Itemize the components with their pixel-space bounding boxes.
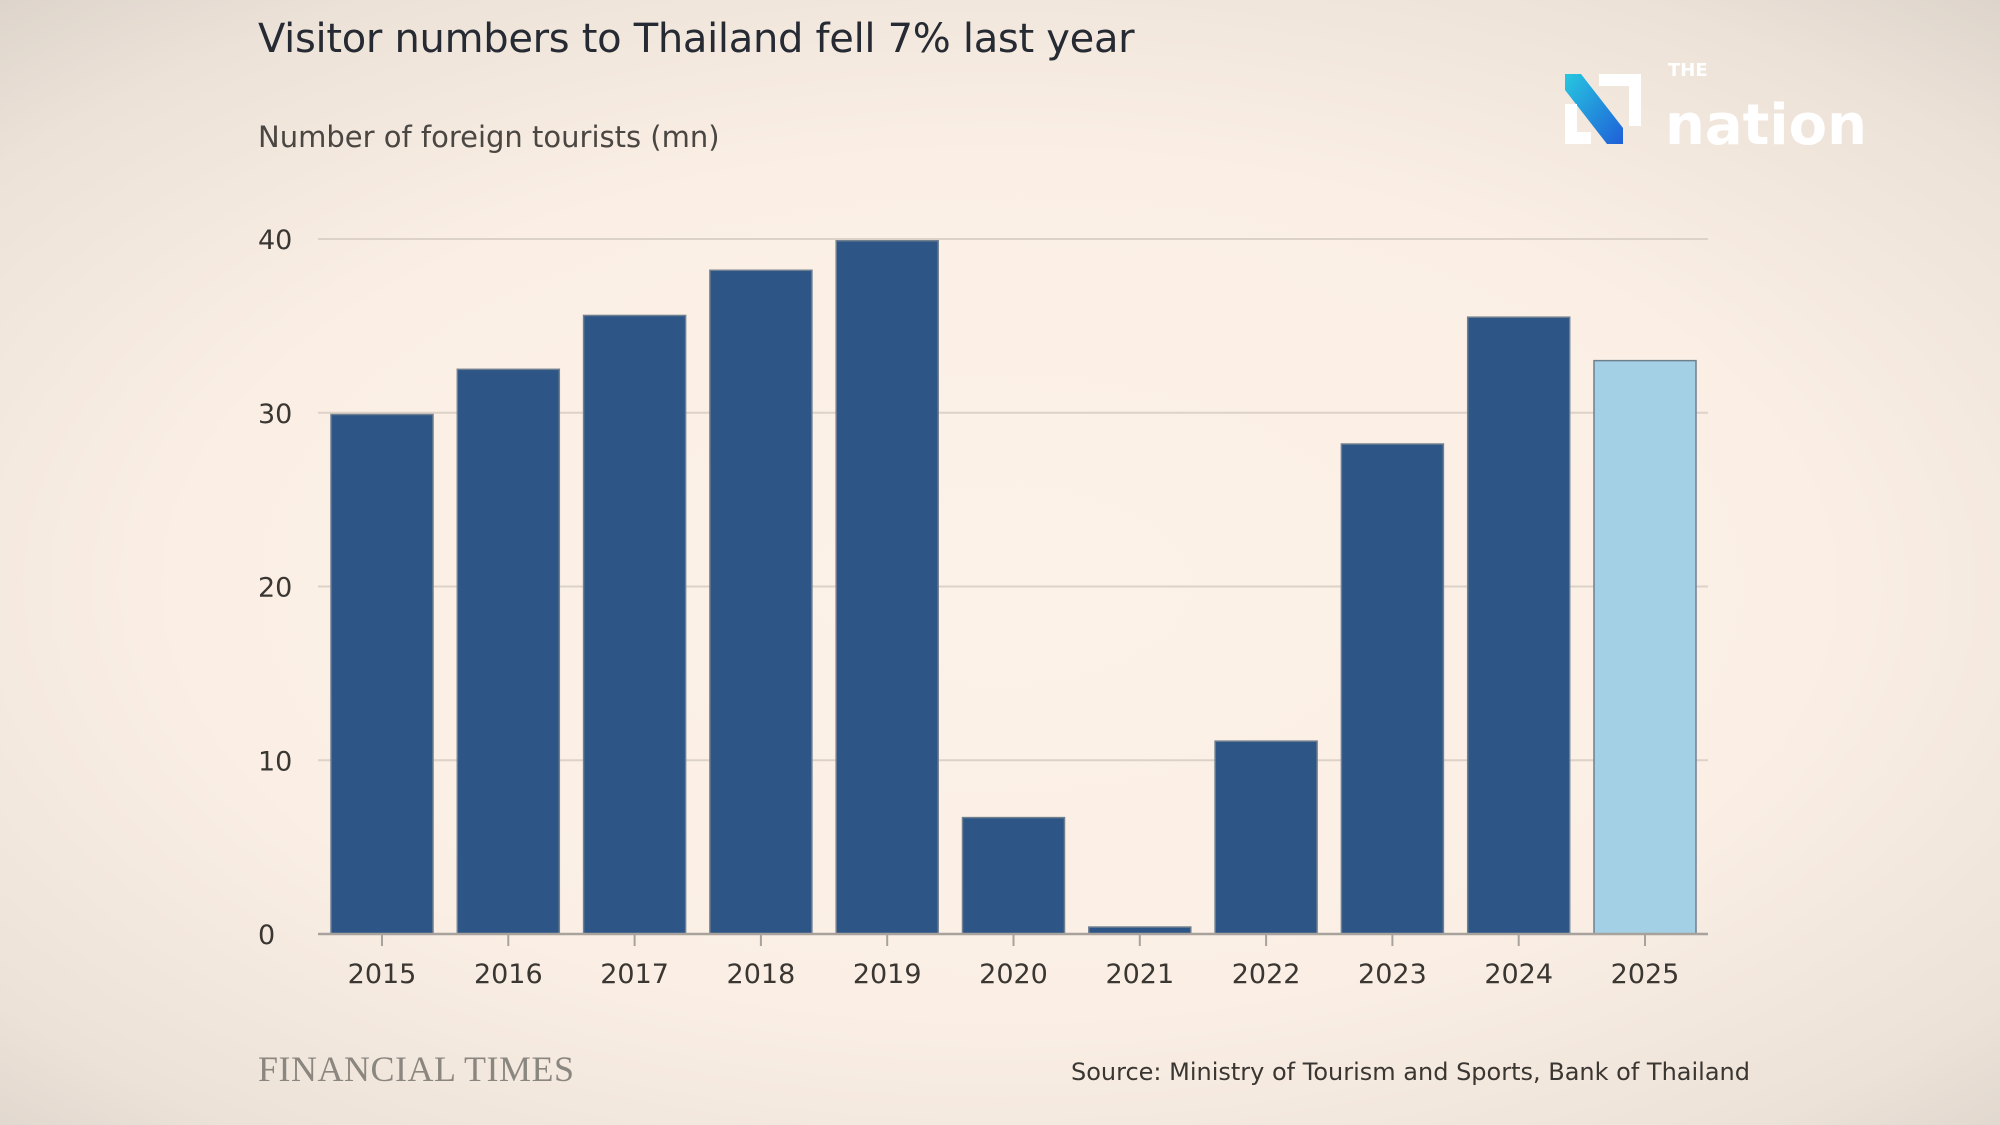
bar-2015: [330, 413, 434, 935]
x-tick-label: 2015: [348, 959, 417, 990]
financial-times-brand: FINANCIAL TIMES: [258, 1049, 575, 1089]
x-tick-label: 2017: [600, 959, 669, 990]
y-tick-label: 0: [258, 920, 275, 951]
x-tick-label: 2016: [474, 959, 543, 990]
logo-text: nation: [1665, 93, 1867, 156]
bar-2025: [1593, 359, 1697, 935]
bar-2020: [961, 816, 1066, 935]
y-tick-label: 20: [258, 573, 292, 604]
bar-2016: [456, 368, 561, 935]
x-tick-label: 2018: [727, 959, 796, 990]
chart-title: Visitor numbers to Thailand fell 7% last…: [258, 16, 1135, 62]
logo-text-small: THE: [1668, 60, 1708, 81]
x-tick-label: 2019: [853, 959, 922, 990]
bar-2024: [1466, 316, 1571, 935]
bar-2023: [1340, 443, 1445, 935]
x-tick-label: 2024: [1484, 959, 1553, 990]
y-tick-label: 40: [258, 225, 292, 256]
bar-2022: [1214, 740, 1318, 935]
chart-subtitle: Number of foreign tourists (mn): [258, 120, 720, 154]
bar-2017: [582, 314, 687, 935]
bar-2019: [835, 239, 939, 935]
y-tick-label: 30: [258, 399, 292, 430]
source-note: Source: Ministry of Tourism and Sports, …: [1070, 1058, 1750, 1086]
x-tick-label: 2023: [1358, 959, 1427, 990]
the-nation-logo: THE nation: [1565, 56, 1945, 160]
x-tick-label: 2020: [979, 959, 1048, 990]
x-tick-label: 2022: [1232, 959, 1301, 990]
bar-2018: [709, 269, 813, 935]
x-tick-label: 2025: [1611, 959, 1680, 990]
y-tick-label: 10: [258, 746, 292, 777]
x-tick-label: 2021: [1105, 959, 1174, 990]
